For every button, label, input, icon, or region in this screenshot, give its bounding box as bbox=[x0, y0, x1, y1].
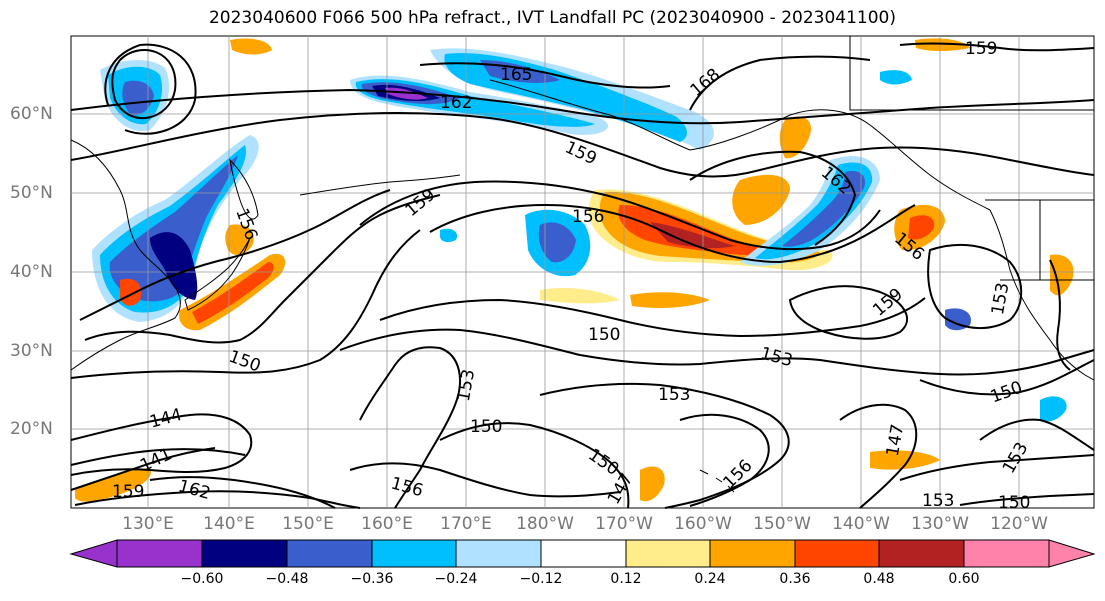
contour-159-central bbox=[359, 180, 881, 251]
colorbar-tick-label: −0.12 bbox=[519, 571, 563, 587]
contour-label: 156 bbox=[572, 207, 604, 227]
colorbar-segment bbox=[116, 539, 203, 568]
southeast-orange-strip bbox=[870, 450, 940, 470]
contour-159-topright bbox=[899, 42, 1095, 52]
contour-165 bbox=[111, 49, 177, 119]
aleutian-islands bbox=[299, 174, 461, 196]
contour-159-north bbox=[70, 111, 1095, 178]
contour-west-loop-1 bbox=[84, 194, 441, 344]
contour-159-sw bbox=[74, 490, 361, 509]
colorbar-tick-label: 0.36 bbox=[779, 571, 811, 587]
colorbar-extension-low bbox=[69, 539, 118, 568]
colorbar-segment bbox=[794, 539, 880, 568]
colorbar-tick-label: 0.12 bbox=[610, 571, 642, 587]
south-orange-cell bbox=[640, 466, 665, 502]
contour-168-north bbox=[689, 55, 871, 111]
colorbar-tick-label: −0.36 bbox=[350, 571, 394, 587]
contour-153-far-se bbox=[959, 493, 1095, 506]
contour-150-east bbox=[919, 359, 1095, 396]
coastlines bbox=[70, 36, 1095, 493]
colorbar-tick-label: 0.24 bbox=[694, 571, 726, 587]
lon-label: 130°W bbox=[911, 514, 969, 534]
alaska-coastline bbox=[489, 79, 991, 211]
contour-label: 159 bbox=[112, 482, 144, 502]
lat-label: 20°N bbox=[10, 419, 53, 439]
contour-150-sw bbox=[439, 422, 630, 509]
contour-label: 153 bbox=[658, 385, 690, 405]
lat-label: 50°N bbox=[10, 183, 53, 203]
colorbar-segment bbox=[878, 539, 965, 568]
contour-label: 162 bbox=[440, 93, 472, 113]
colorbar-tick-label: −0.48 bbox=[265, 571, 309, 587]
lon-label: 170°W bbox=[595, 514, 653, 534]
contour-153-south bbox=[539, 382, 790, 509]
colorbar-extension-high bbox=[1048, 539, 1096, 568]
contour-label: 150 bbox=[998, 493, 1030, 513]
contour-141 bbox=[70, 447, 216, 491]
contour-153-sw bbox=[359, 346, 461, 509]
lon-label: 140°W bbox=[832, 514, 890, 534]
contour-162-sw bbox=[149, 476, 336, 509]
lon-label: 180°W bbox=[516, 514, 574, 534]
height-contours bbox=[70, 42, 1095, 509]
colorbar-segment bbox=[201, 539, 288, 568]
contour-label: 159 bbox=[965, 39, 997, 59]
contour-156-south bbox=[349, 462, 621, 498]
contour-153-far-east bbox=[1049, 259, 1071, 371]
north-america-coastline bbox=[989, 209, 1095, 381]
contour-156-central bbox=[429, 203, 916, 264]
lon-label: 150°W bbox=[753, 514, 811, 534]
south-blue-cell bbox=[1040, 396, 1067, 422]
contour-165-north bbox=[419, 62, 671, 89]
colorbar-segment bbox=[709, 539, 796, 568]
asia-coastline bbox=[70, 139, 181, 371]
lon-label: 160°E bbox=[361, 514, 413, 534]
contour-147-se bbox=[839, 403, 918, 509]
contour-label: 150 bbox=[470, 417, 502, 437]
kamchatka-coastline bbox=[229, 158, 259, 220]
map-title: 2023040600 F066 500 hPa refract., IVT La… bbox=[208, 8, 896, 28]
contour-150-west bbox=[70, 229, 421, 379]
contour-153-central bbox=[339, 328, 1095, 376]
lon-label: 140°E bbox=[203, 514, 255, 534]
contour-153-se bbox=[899, 454, 1095, 481]
lon-label: 150°E bbox=[282, 514, 334, 534]
contour-162-north bbox=[70, 88, 1095, 125]
lon-label: 170°E bbox=[440, 514, 492, 534]
colorbar-segment bbox=[286, 539, 373, 568]
colorbar bbox=[69, 539, 1096, 568]
contour-156-se bbox=[679, 413, 770, 507]
lat-label: 60°N bbox=[10, 104, 53, 124]
contour-144 bbox=[70, 413, 253, 476]
lon-label: 130°E bbox=[122, 514, 174, 534]
orange-cell-alaska bbox=[732, 174, 790, 225]
colorbar-tick-label: −0.24 bbox=[434, 571, 478, 587]
contour-162-central bbox=[689, 150, 857, 246]
colorbar-tick-label: 0.60 bbox=[948, 571, 980, 587]
colorbar-segment bbox=[455, 539, 542, 568]
colorbar-segment bbox=[371, 539, 457, 568]
colorbar-tick-label: 0.48 bbox=[863, 571, 895, 587]
contour-150-central bbox=[379, 297, 926, 338]
contour-label: 153 bbox=[922, 491, 954, 511]
lat-label: 30°N bbox=[10, 341, 53, 361]
contour-147-west bbox=[70, 448, 246, 466]
lon-label: 120°W bbox=[990, 514, 1048, 534]
japan-coastline bbox=[184, 237, 251, 311]
colorbar-segment bbox=[963, 539, 1050, 568]
contour-168 bbox=[104, 43, 197, 135]
colorbar-segment bbox=[625, 539, 711, 568]
colorbar-tick-label: −0.60 bbox=[180, 571, 224, 587]
contour-label: 165 bbox=[500, 65, 532, 85]
contour-west-loop-2 bbox=[79, 189, 391, 321]
contour-153-east-lower bbox=[979, 418, 1095, 451]
contour-label: 150 bbox=[588, 325, 620, 345]
contour-east-loop bbox=[927, 243, 1023, 330]
lon-label: 160°W bbox=[674, 514, 732, 534]
southwest-orange-strip bbox=[75, 468, 151, 502]
colorbar-segment bbox=[540, 539, 627, 568]
contour-east-cell-159 bbox=[788, 285, 909, 340]
lat-label: 40°N bbox=[10, 262, 53, 282]
